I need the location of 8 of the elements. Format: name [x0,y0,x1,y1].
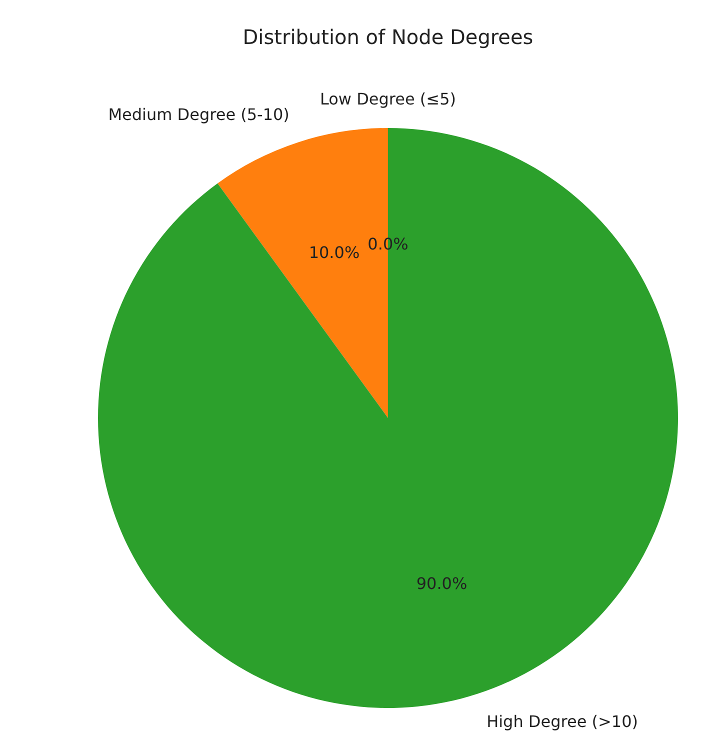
text: 0.0% [368,234,408,254]
data-label: 90.0% [416,574,468,594]
category-label: Low Degree (≤5) [320,90,456,109]
pie-slice [98,128,678,708]
slice-label: Medium Degree (5-10) [108,105,290,124]
slice-label: High Degree (>10) [486,712,638,731]
chart-title: Distribution of Node Degrees [242,25,534,49]
data-label: 10.0% [308,243,360,262]
